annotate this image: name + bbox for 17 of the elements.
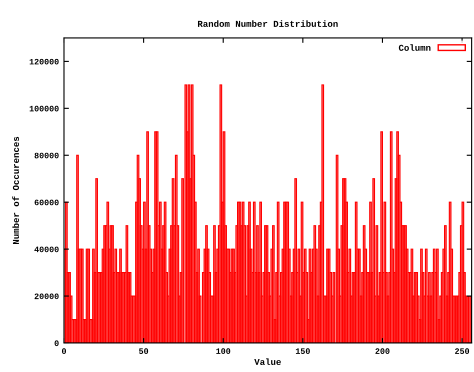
legend-label: Column [398, 44, 430, 51]
x-tick-label: 200 [375, 348, 390, 354]
x-axis-title: Value [254, 358, 281, 366]
y-tick-label: 60000 [34, 200, 59, 206]
x-tick-label: 150 [296, 348, 310, 354]
y-axis-title: Number of Occurences [12, 136, 20, 244]
y-tick-label: 100000 [30, 106, 59, 112]
x-tick-label: 100 [216, 348, 230, 354]
y-tick-label: 80000 [34, 152, 59, 158]
y-tick-label: 20000 [34, 294, 59, 300]
x-tick-label: 250 [455, 348, 470, 354]
x-tick-label: 50 [139, 348, 148, 354]
y-tick-label: 40000 [34, 246, 59, 252]
x-tick-label: 0 [62, 348, 66, 354]
y-tick-label: 120000 [30, 58, 59, 65]
y-tick-label: 0 [54, 340, 59, 346]
chart-title: Random Number Distribution [198, 20, 338, 27]
